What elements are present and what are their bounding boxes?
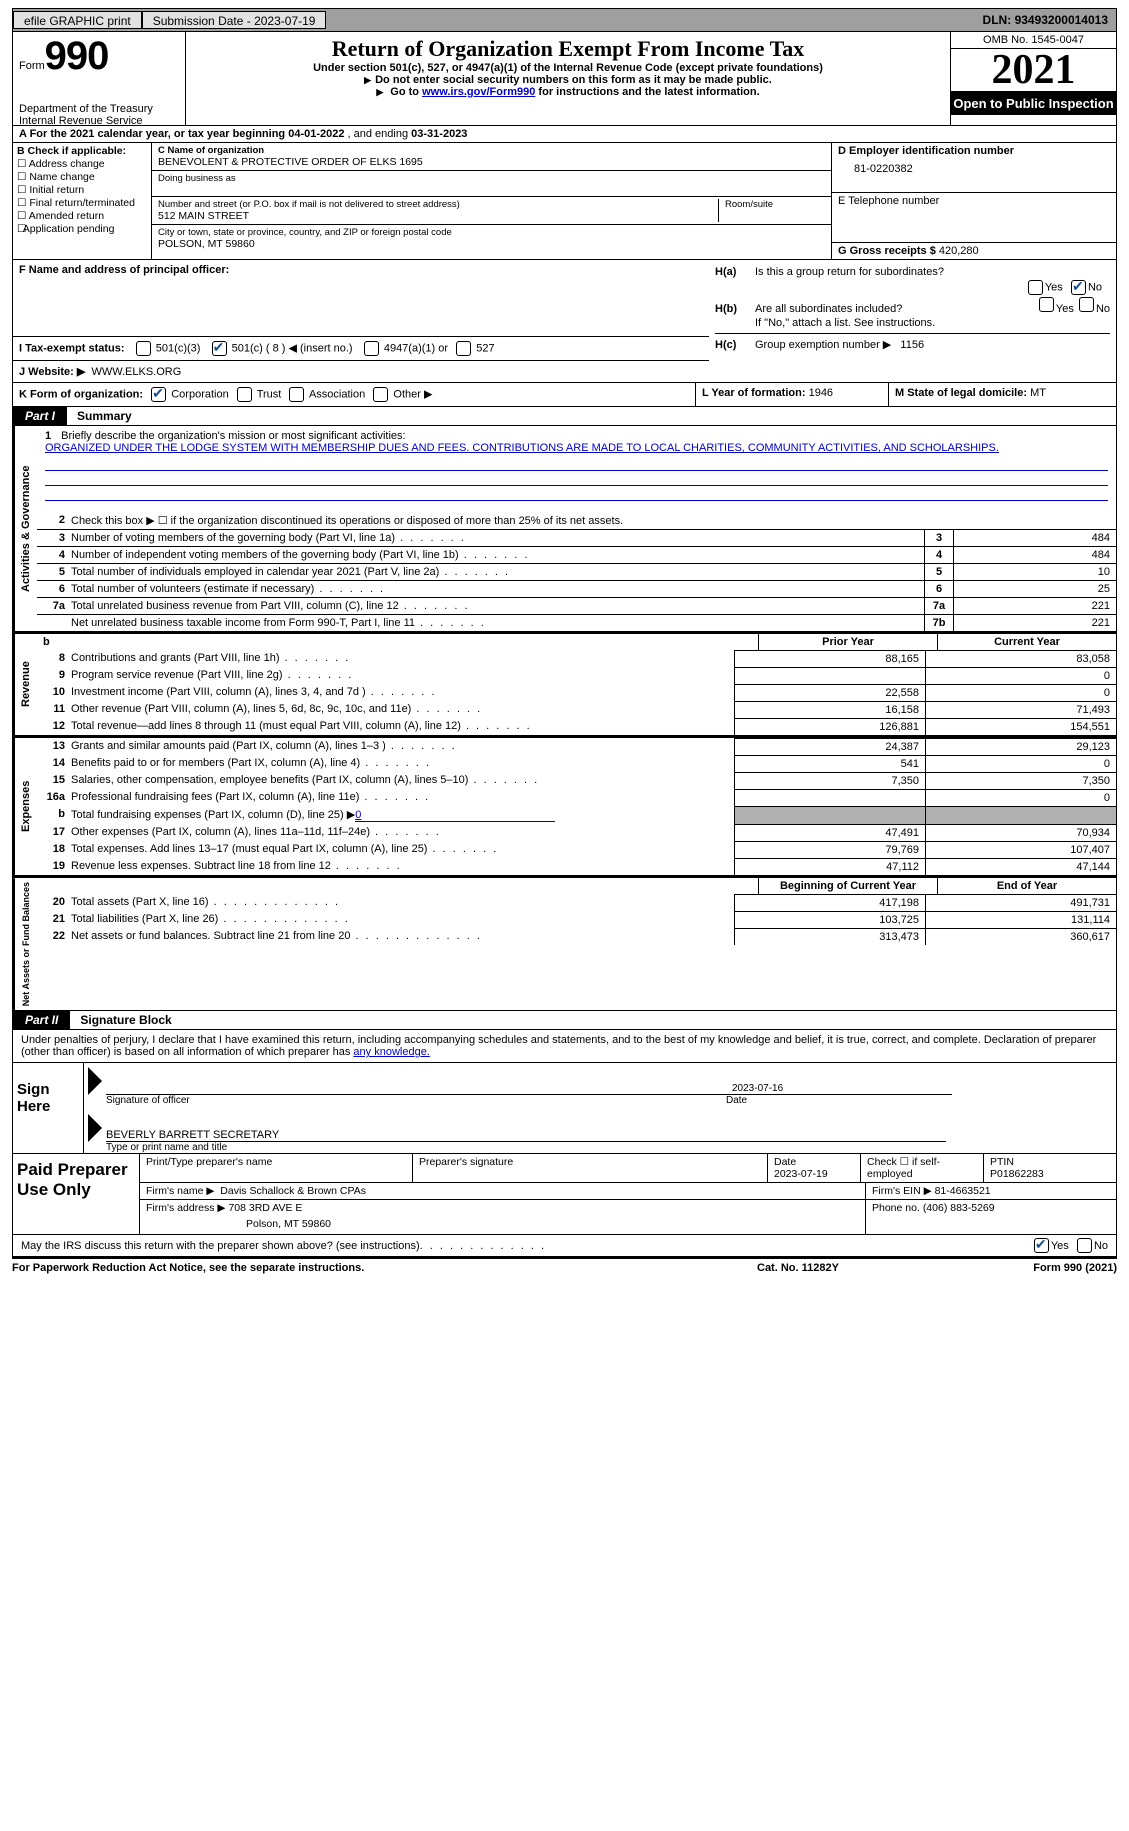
- tax-exempt-status: I Tax-exempt status: 501(c)(3) 501(c) ( …: [13, 336, 709, 361]
- form-subtitle-3: Go to www.irs.gov/Form990 for instructio…: [194, 86, 942, 98]
- form-subtitle-1: Under section 501(c), 527, or 4947(a)(1)…: [194, 62, 942, 74]
- corp-checkbox[interactable]: [151, 387, 166, 402]
- state-domicile: MT: [1030, 387, 1046, 399]
- col-d-ein: D Employer identification number 81-0220…: [831, 143, 1116, 259]
- summary-row: 4Number of independent voting members of…: [37, 546, 1116, 563]
- mission-text: ORGANIZED UNDER THE LODGE SYSTEM WITH ME…: [45, 442, 1108, 454]
- revenue-row: 11Other revenue (Part VIII, column (A), …: [37, 701, 1116, 718]
- col-c-org-info: C Name of organization BENEVOLENT & PROT…: [152, 143, 831, 259]
- signature-arrow-icon: [88, 1067, 102, 1095]
- 501c-checkbox[interactable]: [212, 341, 227, 356]
- vtab-expenses: Expenses: [13, 738, 37, 875]
- expense-row: 19Revenue less expenses. Subtract line 1…: [37, 858, 1116, 875]
- summary-row: Net unrelated business taxable income fr…: [37, 614, 1116, 631]
- signature-declaration: Under penalties of perjury, I declare th…: [12, 1030, 1117, 1063]
- group-return: H(a) Is this a group return for subordin…: [709, 260, 1116, 382]
- end-year-header: End of Year: [937, 878, 1116, 894]
- open-inspection: Open to Public Inspection: [951, 92, 1116, 115]
- irs-link[interactable]: www.irs.gov/Form990: [422, 86, 535, 98]
- revenue-row: 12Total revenue—add lines 8 through 11 (…: [37, 718, 1116, 735]
- org-name: BENEVOLENT & PROTECTIVE ORDER OF ELKS 16…: [158, 156, 825, 168]
- website: J Website: ▶ WWW.ELKS.ORG: [19, 361, 703, 378]
- may-irs-discuss: May the IRS discuss this return with the…: [12, 1235, 1117, 1257]
- year-formation: 1946: [809, 387, 833, 399]
- expense-row: 15Salaries, other compensation, employee…: [37, 772, 1116, 789]
- begin-year-header: Beginning of Current Year: [758, 878, 937, 894]
- form-subtitle-2: Do not enter social security numbers on …: [194, 74, 942, 86]
- form-title: Return of Organization Exempt From Incom…: [194, 36, 942, 62]
- form-number: Form990: [19, 34, 179, 79]
- group-exemption: 1156: [900, 339, 924, 351]
- vtab-net-assets: Net Assets or Fund Balances: [13, 878, 37, 1010]
- mission: 1Briefly describe the organization's mis…: [37, 426, 1116, 456]
- current-year-header: Current Year: [937, 634, 1116, 650]
- prior-year-header: Prior Year: [758, 634, 937, 650]
- firm-phone: (406) 883-5269: [923, 1202, 995, 1214]
- dept-treasury: Department of the Treasury: [19, 103, 179, 115]
- city-state-zip: POLSON, MT 59860: [158, 238, 825, 250]
- irs-label: Internal Revenue Service: [19, 115, 179, 127]
- expense-row: 16aProfessional fundraising fees (Part I…: [37, 789, 1116, 806]
- sig-date: 2023-07-16: [726, 1083, 952, 1095]
- part-2-header: Part II Signature Block: [12, 1011, 1117, 1030]
- principal-officer: F Name and address of principal officer:…: [13, 260, 709, 382]
- tax-year: 2021: [951, 49, 1116, 92]
- ptin: P01862283: [990, 1168, 1044, 1180]
- street-address: 512 MAIN STREET: [158, 210, 718, 222]
- signature-arrow-icon: [88, 1114, 102, 1142]
- summary-row: 5Total number of individuals employed in…: [37, 563, 1116, 580]
- officer-name: BEVERLY BARRETT SECRETARY: [106, 1129, 946, 1142]
- submission-date-button[interactable]: Submission Date - 2023-07-19: [142, 11, 327, 29]
- ein: 81-0220382: [838, 157, 1110, 175]
- vtab-activities: Activities & Governance: [13, 426, 37, 631]
- form-of-org: K Form of organization: Corporation Trus…: [12, 383, 1117, 407]
- firm-name: Davis Schallock & Brown CPAs: [220, 1185, 366, 1197]
- vtab-revenue: Revenue: [13, 634, 37, 735]
- expense-row: 18Total expenses. Add lines 13–17 (must …: [37, 841, 1116, 858]
- firm-ein: 81-4663521: [935, 1185, 991, 1197]
- form-header: Form990 Department of the Treasury Inter…: [12, 32, 1117, 126]
- efile-print-button[interactable]: efile GRAPHIC print: [13, 11, 142, 29]
- part-1-header: Part I Summary: [12, 407, 1117, 426]
- expense-row: 14Benefits paid to or for members (Part …: [37, 755, 1116, 772]
- ha-no-checkbox[interactable]: [1071, 280, 1086, 295]
- firm-address: 708 3RD AVE E: [228, 1202, 302, 1214]
- topbar: efile GRAPHIC print Submission Date - 20…: [12, 8, 1117, 32]
- gross-receipts: 420,280: [939, 245, 979, 257]
- prep-date: 2023-07-19: [774, 1168, 828, 1180]
- expense-row: bTotal fundraising expenses (Part IX, co…: [37, 806, 1116, 824]
- expense-row: 17Other expenses (Part IX, column (A), l…: [37, 824, 1116, 841]
- summary-row: 7aTotal unrelated business revenue from …: [37, 597, 1116, 614]
- revenue-row: 9Program service revenue (Part VIII, lin…: [37, 667, 1116, 684]
- line-a: A For the 2021 calendar year, or tax yea…: [12, 126, 1117, 143]
- summary-row: 6Total number of volunteers (estimate if…: [37, 580, 1116, 597]
- dln: DLN: 93493200014013: [983, 13, 1116, 27]
- net-assets-row: 20Total assets (Part X, line 16)417,1984…: [37, 894, 1116, 911]
- paid-preparer-block: Paid Preparer Use Only Print/Type prepar…: [12, 1154, 1117, 1235]
- net-assets-row: 21Total liabilities (Part X, line 26)103…: [37, 911, 1116, 928]
- expense-row: 13Grants and similar amounts paid (Part …: [37, 738, 1116, 755]
- revenue-row: 8Contributions and grants (Part VIII, li…: [37, 650, 1116, 667]
- may-yes-checkbox[interactable]: [1034, 1238, 1049, 1253]
- summary-row: 3Number of voting members of the governi…: [37, 529, 1116, 546]
- revenue-row: 10Investment income (Part VIII, column (…: [37, 684, 1116, 701]
- sign-here-block: Sign Here 2023-07-16 Signature of office…: [12, 1063, 1117, 1154]
- net-assets-row: 22Net assets or fund balances. Subtract …: [37, 928, 1116, 945]
- col-b-checkboxes: B Check if applicable: ☐ Address change …: [13, 143, 152, 259]
- page-footer: For Paperwork Reduction Act Notice, see …: [12, 1257, 1117, 1277]
